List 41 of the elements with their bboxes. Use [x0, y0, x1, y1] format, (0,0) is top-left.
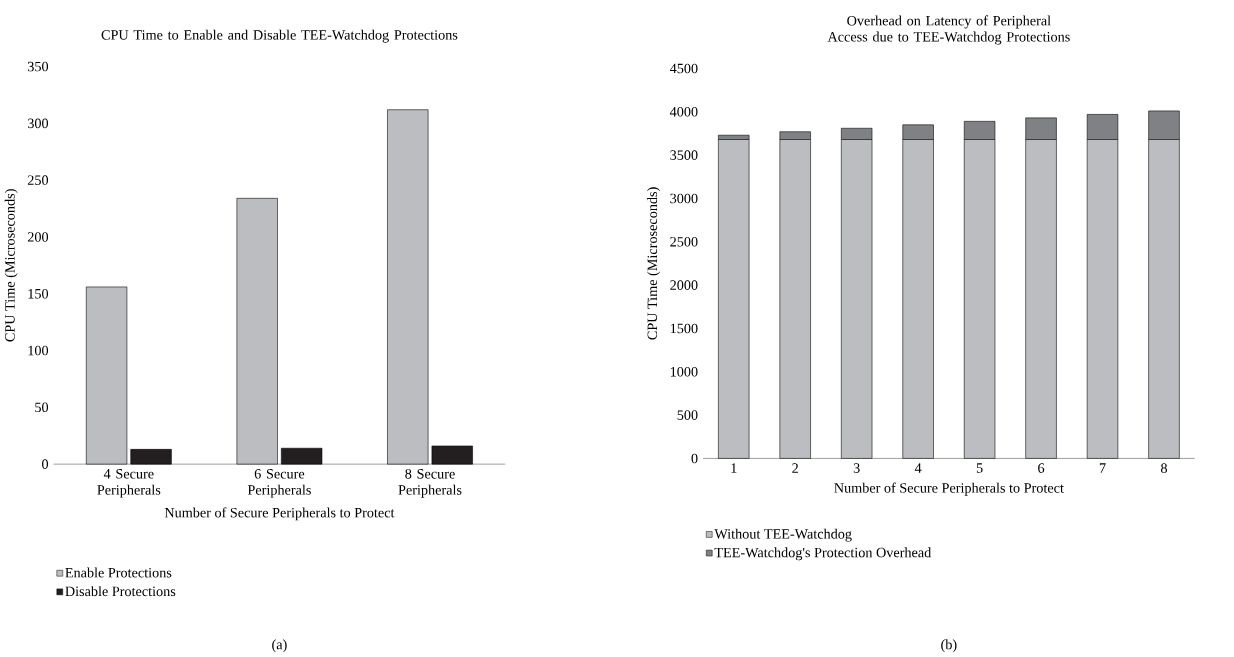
y-tick-label: 0 [691, 453, 698, 464]
y-tick-label: 300 [27, 118, 49, 129]
y-tick-label: 4500 [669, 63, 698, 74]
legend-label: TEE-Watchdog's Protection Overhead [714, 547, 932, 561]
x-tick-label: 7 [1099, 463, 1106, 473]
x-tick-label: 5 [976, 463, 983, 473]
y-tick-label: 200 [27, 232, 49, 242]
y-axis-title: CPU Time (Microseconds) [647, 187, 660, 340]
x-tick-label: 4 Secure Peripherals [97, 468, 161, 498]
x-tick-label: 2 [792, 463, 798, 473]
y-tick-label: 1000 [670, 366, 698, 377]
legend-label: Disable Protections [65, 586, 176, 597]
y-axis-title: CPU Time (Microseconds) [4, 189, 18, 342]
x-tick-label: 6 [1038, 463, 1045, 473]
y-tick-label: 2000 [670, 280, 698, 290]
y-tick-label: 500 [677, 410, 698, 420]
y-tick-label: 0 [42, 459, 49, 469]
y-tick-label: 350 [27, 61, 49, 72]
x-tick-label: 6 Secure Peripherals [247, 468, 311, 498]
y-tick-label: 4000 [669, 106, 698, 117]
y-tick-label: 100 [28, 345, 49, 356]
y-tick-label: 3500 [670, 150, 698, 160]
y-tick-label: 2500 [670, 236, 698, 247]
y-tick-label: 50 [35, 402, 49, 413]
x-tick-label: 8 [1160, 463, 1168, 473]
text: (a) [272, 639, 287, 653]
legend-label: Without TEE-Watchdog [714, 528, 852, 542]
x-tick-label: 3 [853, 463, 860, 473]
y-tick-label: 3000 [670, 193, 698, 204]
x-axis-title: Number of Secure Peripherals to Protect [834, 482, 1064, 496]
chart-title: CPU Time to Enable and Disable TEE-Watchdog Protections [101, 29, 458, 43]
x-tick-label: 8 Secure Peripherals [398, 468, 462, 498]
chart-title: Overhead on Latency of Peripheral Access due to TEE-Watchdog Protections [827, 15, 1070, 45]
x-axis-title: Number of Secure Peripherals to Protect [164, 507, 395, 521]
y-tick-label: 1500 [670, 323, 698, 334]
text: (b) [941, 639, 957, 653]
y-tick-label: 250 [27, 175, 49, 185]
x-tick-label: 1 [731, 463, 737, 473]
x-tick-label: 4 [914, 463, 922, 473]
y-tick-label: 150 [28, 288, 49, 299]
legend-label: Enable Protections [65, 567, 172, 578]
